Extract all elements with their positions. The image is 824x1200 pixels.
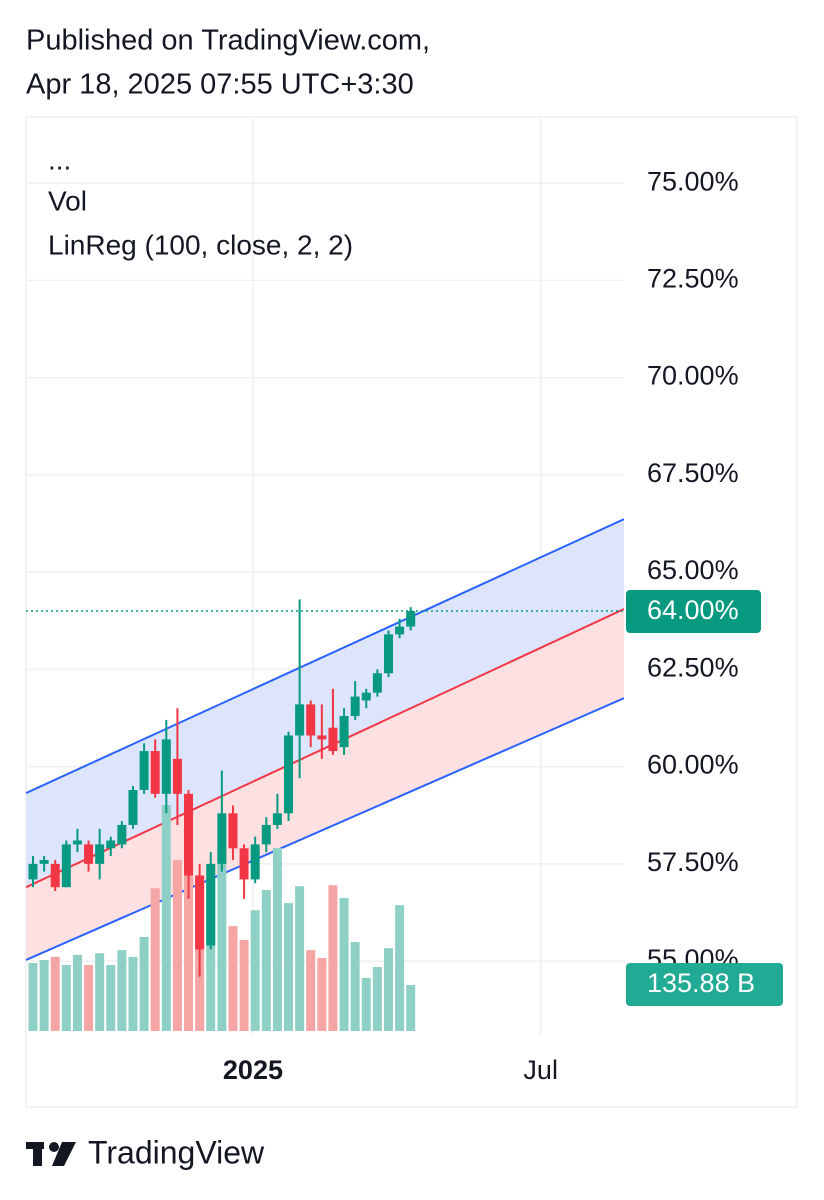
candle-body	[239, 848, 249, 880]
volume-bar	[339, 898, 349, 1031]
volume-bar	[95, 953, 105, 1031]
volume-bar	[372, 967, 382, 1031]
candle-body	[372, 673, 382, 693]
y-tick-label: 72.50%	[647, 263, 739, 293]
plot-area	[26, 117, 624, 1035]
channel-upper-fill	[26, 519, 624, 888]
candle-body	[95, 844, 105, 864]
candle-body	[350, 696, 360, 717]
candle-body	[72, 840, 82, 845]
volume-bar	[84, 965, 94, 1031]
volume-bar	[206, 878, 216, 1031]
y-tick-label: 60.00%	[647, 750, 739, 780]
candle-body	[117, 824, 127, 845]
volume-bar	[306, 950, 316, 1031]
volume-bar	[117, 950, 127, 1031]
volume-bar	[383, 948, 393, 1031]
candle-body	[217, 813, 227, 864]
x-tick-label: 2025	[223, 1055, 283, 1085]
candle-body	[250, 844, 260, 880]
volume-bar	[228, 926, 238, 1031]
brand-name: TradingView	[88, 1134, 265, 1170]
volume-bar	[50, 956, 60, 1031]
legend-item: LinReg (100, close, 2, 2)	[48, 229, 353, 260]
candle-body	[128, 789, 138, 825]
candle-body	[361, 692, 371, 701]
y-tick-label: 65.00%	[647, 555, 739, 585]
price-label: 64.00%	[647, 595, 739, 625]
volume-bar	[361, 977, 371, 1031]
y-tick-label: 75.00%	[647, 166, 739, 196]
volume-bar	[28, 962, 38, 1031]
volume-label: 135.88 B	[647, 968, 755, 998]
candle-body	[172, 758, 182, 794]
volume-bar	[406, 985, 416, 1031]
candle-body	[317, 735, 327, 740]
channel-lower	[26, 697, 624, 961]
candle-body	[261, 824, 271, 845]
candle-body	[39, 859, 49, 864]
candle-body	[28, 863, 38, 880]
candle-body	[272, 813, 282, 825]
volume-bar	[150, 888, 160, 1031]
volume-bar	[328, 885, 338, 1031]
volume-bar	[128, 956, 138, 1031]
chart-frame	[25, 116, 798, 1108]
volume-bar	[317, 957, 327, 1031]
candle-body	[328, 727, 338, 752]
brand-logo	[26, 1142, 76, 1166]
candle-body	[150, 751, 160, 794]
header-line: Apr 18, 2025 07:55 UTC+3:30	[26, 69, 414, 101]
candle-body	[295, 704, 305, 736]
channel-upper	[26, 518, 624, 794]
candle-body	[228, 813, 238, 849]
candle-body	[383, 634, 393, 674]
volume-bar	[272, 847, 282, 1031]
candle-body	[184, 793, 194, 876]
volume-bar	[172, 860, 182, 1031]
candle-body	[284, 735, 294, 814]
candle-body	[195, 875, 205, 950]
volume-bar	[284, 903, 294, 1031]
volume-bar	[106, 965, 116, 1031]
volume-bar	[184, 824, 194, 1031]
candle-body	[406, 611, 416, 627]
plot-layer	[26, 117, 624, 1035]
volume-bar	[350, 942, 360, 1031]
volume-bar	[395, 905, 405, 1031]
channel-middle	[26, 608, 624, 889]
x-tick-label: Jul	[523, 1055, 558, 1085]
volume-bar	[139, 936, 149, 1031]
candle-body	[339, 716, 349, 748]
legend-item: Vol	[48, 185, 87, 216]
volume-bar	[261, 889, 271, 1031]
candle-body	[84, 844, 94, 864]
volume-bar	[72, 954, 82, 1031]
candle-body	[139, 751, 149, 790]
candle-body	[161, 739, 171, 794]
price-label-box	[626, 590, 761, 634]
y-tick-label: 57.50%	[647, 847, 739, 877]
candle-body	[306, 704, 316, 736]
volume-label-box	[626, 963, 783, 1006]
candle-body	[206, 863, 216, 946]
candle-body	[106, 840, 116, 849]
legend-item: ...	[48, 144, 71, 175]
header-line: Published on TradingView.com,	[26, 25, 430, 57]
volume-bar	[250, 910, 260, 1031]
volume-bar	[295, 886, 305, 1031]
y-tick-label: 67.50%	[647, 458, 739, 488]
y-tick-label: 70.00%	[647, 361, 739, 391]
volume-bar	[217, 847, 227, 1031]
candle-body	[61, 844, 71, 888]
volume-bar	[161, 805, 171, 1031]
volume-bar	[239, 939, 249, 1031]
candle-body	[50, 863, 60, 888]
y-tick-label: 62.50%	[647, 652, 739, 682]
volume-bar	[61, 965, 71, 1031]
volume-bar	[39, 959, 49, 1031]
candle-body	[395, 626, 405, 635]
